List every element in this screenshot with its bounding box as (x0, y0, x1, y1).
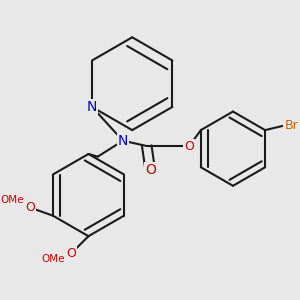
Text: OMe: OMe (0, 195, 23, 205)
Text: Br: Br (285, 119, 299, 132)
Text: O: O (145, 163, 156, 177)
Text: O: O (7, 193, 17, 206)
Text: OMe: OMe (41, 254, 64, 264)
Text: O: O (48, 252, 58, 265)
Text: N: N (87, 100, 97, 114)
Text: O: O (26, 201, 35, 214)
Text: N: N (118, 134, 128, 148)
Text: O: O (66, 247, 76, 260)
Text: O: O (184, 140, 194, 152)
